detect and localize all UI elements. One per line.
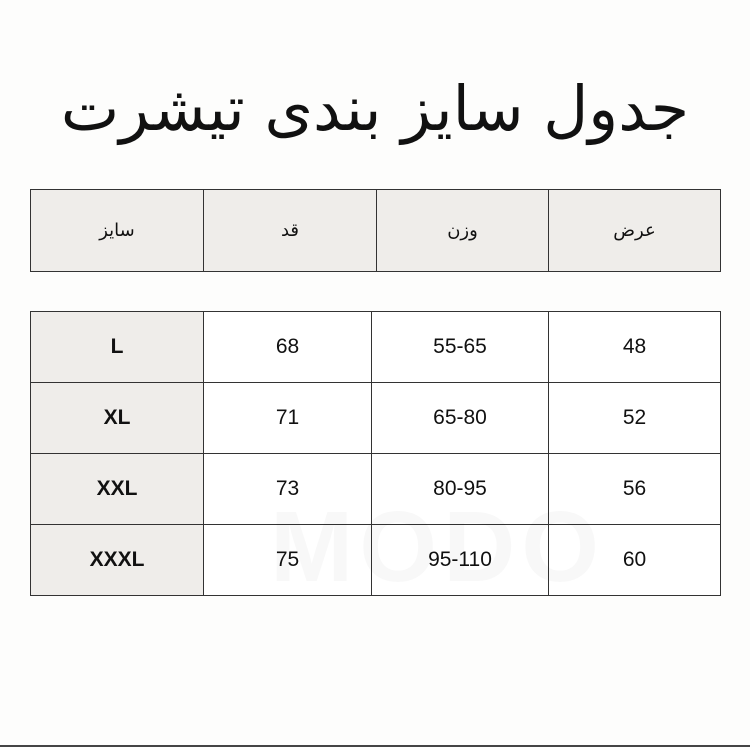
height-cell: 71 — [203, 382, 372, 454]
header-height: قد — [203, 189, 377, 272]
size-table: L 68 55-65 48 XL 71 65-80 52 XXL 73 80-9… — [30, 311, 721, 596]
table-row: XL 71 65-80 52 — [30, 382, 721, 454]
width-cell: 48 — [548, 311, 721, 383]
header-weight: وزن — [376, 189, 549, 272]
size-cell: XXXL — [30, 524, 204, 596]
weight-cell: 65-80 — [371, 382, 549, 454]
table-row: L 68 55-65 48 — [30, 311, 721, 383]
width-cell: 52 — [548, 382, 721, 454]
height-cell: 73 — [203, 453, 372, 525]
size-table-header: سایز قد وزن عرض — [30, 189, 721, 272]
weight-cell: 95-110 — [371, 524, 549, 596]
divider — [0, 745, 750, 747]
height-cell: 68 — [203, 311, 372, 383]
header-size: سایز — [30, 189, 204, 272]
table-row: XXXL 75 95-110 60 — [30, 524, 721, 596]
table-row: XXL 73 80-95 56 — [30, 453, 721, 525]
height-cell: 75 — [203, 524, 372, 596]
page-title: جدول سایز بندی تیشرت — [60, 72, 690, 145]
size-cell: XL — [30, 382, 204, 454]
header-width: عرض — [548, 189, 721, 272]
size-cell: L — [30, 311, 204, 383]
weight-cell: 80-95 — [371, 453, 549, 525]
size-cell: XXL — [30, 453, 204, 525]
weight-cell: 55-65 — [371, 311, 549, 383]
width-cell: 56 — [548, 453, 721, 525]
width-cell: 60 — [548, 524, 721, 596]
